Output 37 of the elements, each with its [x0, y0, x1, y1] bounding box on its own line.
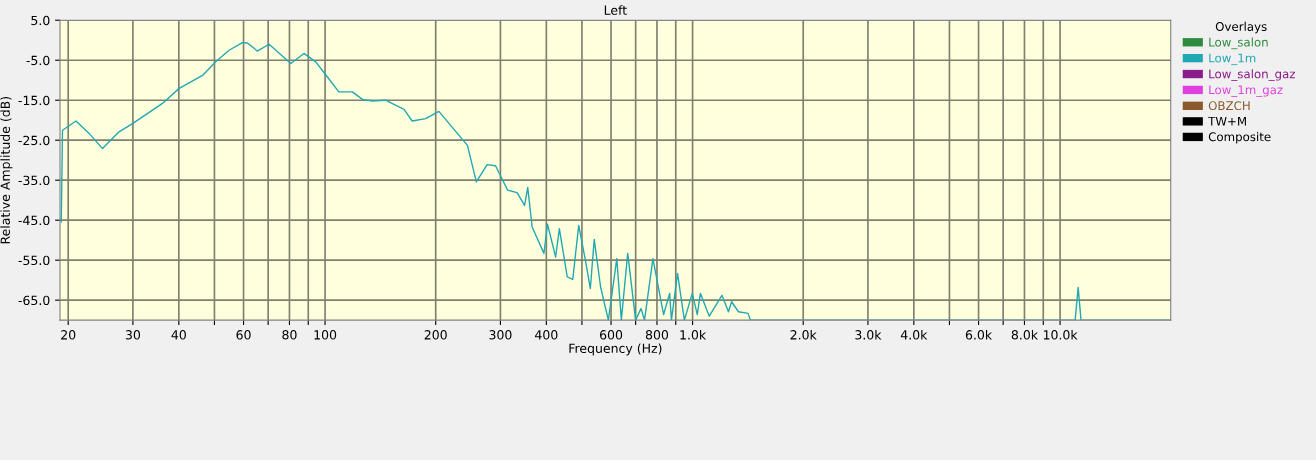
x-tick-label: 1.0k — [680, 329, 707, 340]
x-tick-label: 30 — [125, 330, 141, 340]
x-tick-label: 3.0k — [855, 329, 882, 340]
y-tick-label: -35.0 — [18, 175, 50, 186]
legend-title: Overlays — [1215, 21, 1267, 34]
y-tick-label: -45.0 — [18, 215, 50, 226]
x-tick-label: 300 — [489, 330, 512, 340]
legend-label: Low_1m_gaz — [1209, 85, 1283, 97]
x-tick-label: 40 — [171, 330, 186, 340]
y-tick-label: -25.0 — [18, 135, 50, 146]
x-axis-title: Frequency (Hz) — [569, 343, 662, 356]
x-tick-label: 4.0k — [900, 329, 928, 340]
x-tick-label: 100 — [314, 330, 337, 340]
x-tick-label: 60 — [236, 330, 251, 340]
legend-label: Composite — [1208, 132, 1271, 144]
x-tick-label: 600 — [599, 330, 623, 340]
x-tick-label: 6.0k — [965, 329, 993, 340]
x-tick-label: 400 — [535, 330, 558, 340]
x-tick-label: 80 — [282, 330, 297, 340]
legend-label: Low_salon_gaz — [1209, 69, 1295, 81]
legend-label: Low_1m — [1209, 53, 1256, 66]
y-tick-label: 5.0 — [31, 15, 50, 26]
x-tick-label: 2.0k — [790, 329, 817, 340]
y-tick-label: -15.0 — [18, 95, 50, 106]
y-axis-title: Relative Amplitude (dB) — [0, 96, 13, 244]
x-tick-label: 8.0k — [1011, 329, 1038, 340]
chart-title: Left — [604, 5, 627, 15]
x-tick-label: 800 — [645, 330, 669, 340]
y-tick-label: -55.0 — [18, 255, 50, 266]
y-tick-label: -65.0 — [18, 295, 50, 306]
legend-label: Low_salon — [1209, 37, 1268, 50]
x-tick-label: 10.0k — [1043, 329, 1078, 340]
x-tick-label: 20 — [61, 330, 76, 340]
legend-label: OBZCH — [1208, 101, 1250, 111]
legend-label: TW+M — [1208, 116, 1246, 126]
y-tick-label: -5.0 — [26, 55, 50, 66]
x-tick-label: 200 — [424, 330, 447, 340]
